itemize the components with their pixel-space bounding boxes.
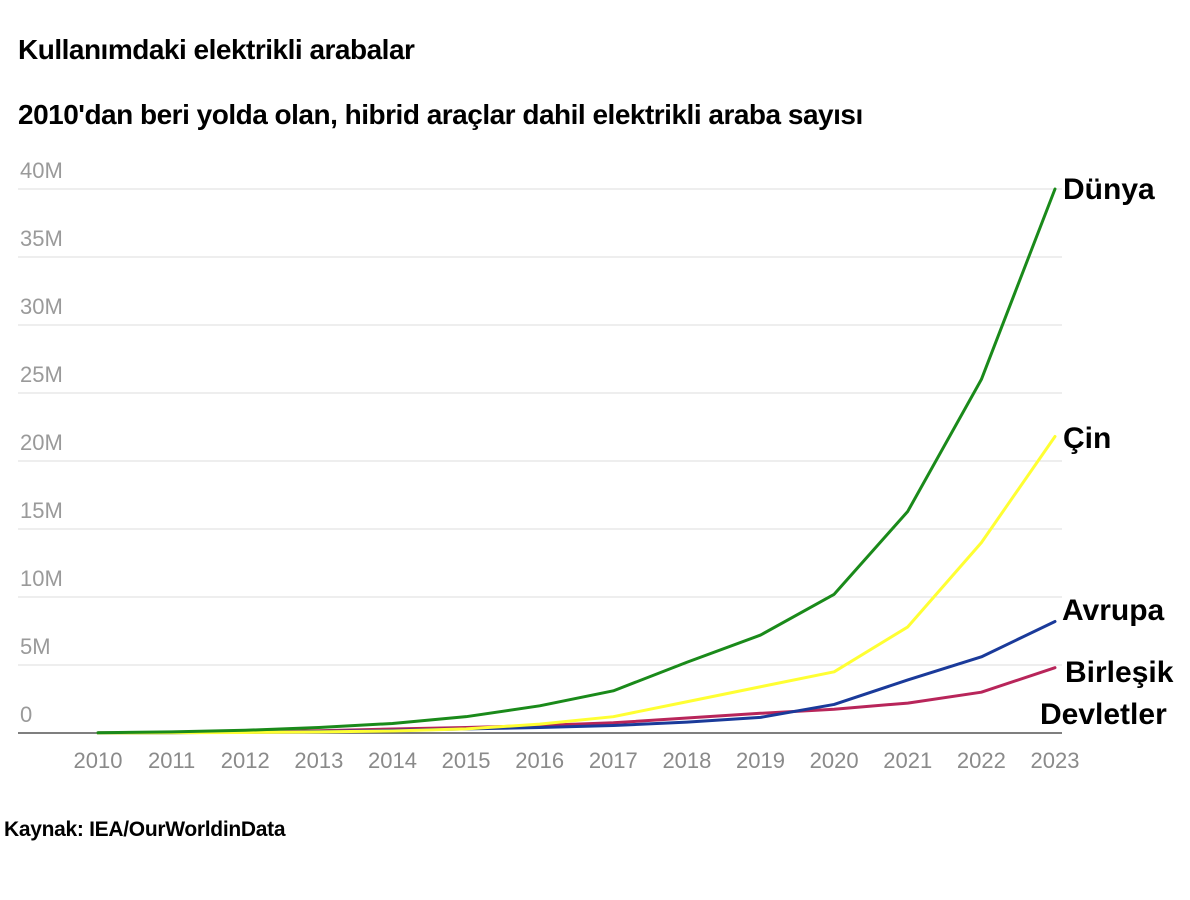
y-tick-label: 0 [20, 702, 32, 727]
x-tick-label: 2012 [221, 748, 270, 773]
x-tick-label: 2019 [736, 748, 785, 773]
x-tick-label: 2021 [883, 748, 932, 773]
x-tick-label: 2010 [74, 748, 123, 773]
x-tick-label: 2023 [1031, 748, 1080, 773]
y-tick-label: 35M [20, 226, 63, 251]
x-tick-label: 2015 [442, 748, 491, 773]
y-tick-label: 5M [20, 634, 51, 659]
x-tick-label: 2013 [294, 748, 343, 773]
series-line-dünya [96, 187, 1057, 735]
series-label: Devletler [1040, 698, 1167, 731]
series-label: Çin [1063, 422, 1111, 455]
x-tick-label: 2016 [515, 748, 564, 773]
chart-subtitle: 2010'dan beri yolda olan, hibrid araçlar… [18, 99, 863, 130]
series-line-çin [96, 435, 1057, 735]
line-chart: 0 5M 10M 15M 20M 25M 30M 35M 40M 2010 2011 2012 201… [18, 158, 1174, 773]
chart-title: Kullanımdaki elektrikli arabalar [18, 34, 415, 65]
y-tick-label: 30M [20, 294, 63, 319]
y-tick-label: 15M [20, 498, 63, 523]
y-tick-label: 40M [20, 158, 63, 183]
series-line-avrupa [96, 619, 1057, 735]
y-tick-label: 25M [20, 362, 63, 387]
y-tick-label: 20M [20, 430, 63, 455]
x-tick-label: 2017 [589, 748, 638, 773]
series-label: Dünya [1063, 173, 1155, 206]
x-tick-label: 2020 [810, 748, 859, 773]
series-label: Birleşik [1065, 656, 1174, 689]
source-note: Kaynak: IEA/OurWorldinData [4, 818, 286, 841]
x-tick-label: 2014 [368, 748, 417, 773]
x-tick-label: 2022 [957, 748, 1006, 773]
y-tick-label: 10M [20, 566, 63, 591]
series-label: Avrupa [1062, 594, 1165, 627]
x-tick-label: 2018 [662, 748, 711, 773]
x-tick-label: 2011 [148, 748, 195, 773]
